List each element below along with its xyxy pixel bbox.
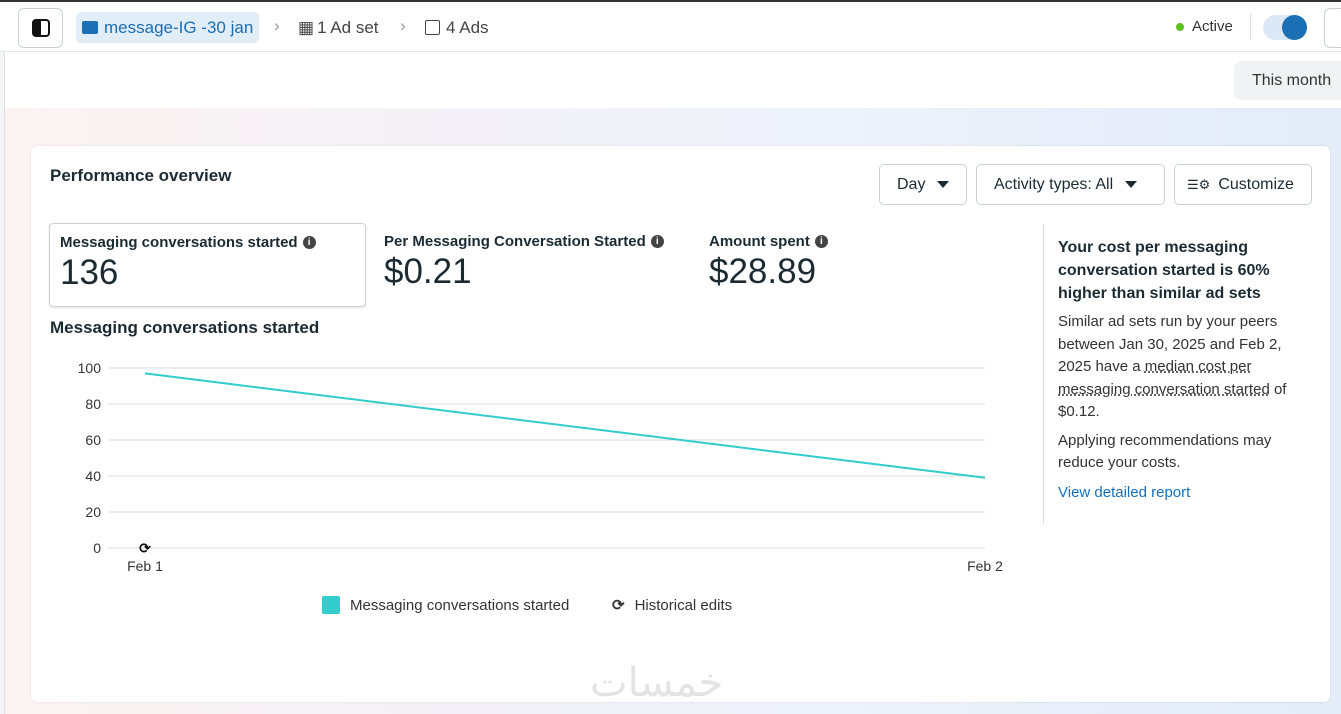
customize-icon: ☰⚙ [1187, 176, 1211, 192]
info-icon[interactable]: i [814, 235, 828, 248]
metric-amount-spent[interactable]: Amount spent i $28.89 [699, 223, 899, 307]
folder-icon [82, 21, 98, 34]
grid-icon: ▦ [298, 17, 315, 37]
left-edge [0, 52, 5, 714]
more-button[interactable] [1324, 8, 1341, 48]
card-title: Performance overview [50, 166, 232, 185]
activity-types-dropdown[interactable]: Activity types: All [976, 164, 1165, 205]
status-dot-icon [1176, 22, 1184, 31]
status-badge: Active [1176, 18, 1233, 35]
line-chart: 0 20 40 60 80 100 Feb 1 Feb 2 ⟳ [78, 360, 1003, 574]
sidebar-icon [31, 19, 50, 37]
metric-value: $0.21 [384, 252, 472, 291]
active-toggle[interactable] [1263, 15, 1307, 40]
performance-card: Performance overview Day Activity types:… [31, 146, 1330, 702]
metric-label: Messaging conversations started [60, 234, 298, 251]
metric-cost-per-conversation[interactable]: Per Messaging Conversation Started i $0.2… [374, 223, 684, 307]
y-tick-label: 80 [85, 396, 101, 412]
breadcrumb-ads[interactable]: 4 Ads [425, 12, 489, 43]
divider [1250, 14, 1251, 40]
y-tick-label: 40 [85, 468, 101, 484]
median-cost-tooltip[interactable]: median cost per messaging conversation s… [1058, 358, 1270, 398]
x-tick-label: Feb 1 [127, 558, 163, 574]
chevron-right-icon: › [274, 16, 280, 35]
metric-label: Per Messaging Conversation Started [384, 233, 646, 250]
watermark-logo: خمسات [590, 661, 724, 705]
legend-item-series[interactable]: Messaging conversations started [322, 596, 569, 614]
breadcrumb-adset[interactable]: ▦ 1 Ad set [298, 17, 379, 37]
historical-edit-marker-icon: ⟳ [139, 540, 151, 556]
x-tick-label: Feb 2 [967, 558, 1003, 574]
metric-conversations[interactable]: Messaging conversations started i 136 [49, 223, 366, 307]
series-line [144, 372, 986, 479]
top-bar: message-IG -30 jan › ▦ 1 Ad set › 4 Ads A… [0, 0, 1341, 52]
metric-label: Amount spent [709, 233, 810, 250]
chevron-right-icon: › [400, 16, 406, 35]
y-tick-label: 60 [85, 432, 101, 448]
toggle-panel-button[interactable] [18, 8, 63, 48]
y-tick-label: 0 [93, 540, 101, 556]
ad-icon [425, 20, 440, 35]
customize-button[interactable]: ☰⚙ Customize [1174, 164, 1312, 205]
info-icon[interactable]: i [650, 235, 664, 248]
caret-down-icon [1125, 181, 1138, 188]
legend-item-historical-edits[interactable]: ⟳ Historical edits [612, 596, 733, 615]
caret-down-icon [937, 181, 950, 188]
insight-body-2: Applying recommendations may reduce your… [1058, 431, 1272, 472]
metric-value: 136 [60, 253, 119, 292]
breadcrumb-campaign[interactable]: message-IG -30 jan [76, 12, 260, 43]
metric-value: $28.89 [709, 252, 817, 291]
insight-body: Similar ad sets run by your peers betwee… [1058, 313, 1287, 420]
insight-panel: Your cost per messaging conversation sta… [1043, 224, 1303, 524]
view-detailed-report-link[interactable]: View detailed report [1058, 483, 1191, 501]
day-dropdown[interactable]: Day [879, 164, 967, 205]
series-swatch-icon [322, 596, 340, 614]
chart-title: Messaging conversations started [50, 318, 320, 337]
historical-edits-icon: ⟳ [612, 597, 625, 614]
y-tick-label: 20 [85, 504, 101, 520]
date-range-button[interactable]: This month [1234, 61, 1341, 100]
info-icon[interactable]: i [302, 236, 316, 249]
y-tick-label: 100 [78, 360, 102, 376]
insight-title: Your cost per messaging conversation sta… [1058, 239, 1270, 302]
